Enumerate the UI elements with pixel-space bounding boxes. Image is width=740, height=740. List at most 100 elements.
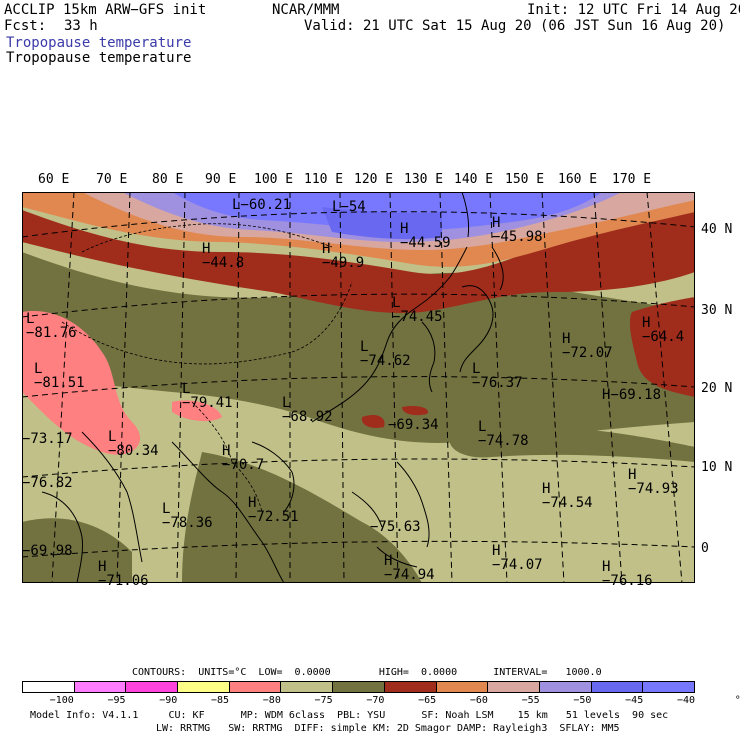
low-value: −74.45 xyxy=(392,309,443,325)
low-label: L −68.92 xyxy=(282,396,333,424)
high-label: H−76.82 xyxy=(22,476,73,490)
lon-label: 60 E xyxy=(38,172,70,187)
high-marker: H xyxy=(492,215,501,231)
colorbar-swatch xyxy=(590,682,643,692)
high-marker: H xyxy=(222,443,231,459)
low-label: L −74.62 xyxy=(360,340,411,368)
low-value: −74.62 xyxy=(360,353,411,369)
field-title-colored: Tropopause temperature xyxy=(6,35,192,51)
colorbar-swatch xyxy=(332,682,384,692)
lon-label: 130 E xyxy=(404,172,444,187)
high-value: −49.9 xyxy=(322,255,365,271)
colorbar-tick-label: −40 xyxy=(676,695,695,706)
low-value: −74.78 xyxy=(478,433,529,449)
high-marker: H xyxy=(542,481,551,497)
high-label: H −71.06 xyxy=(98,560,149,588)
map-field-svg xyxy=(22,192,695,583)
low-label: −69.34L xyxy=(388,418,439,432)
high-marker: H xyxy=(492,543,501,559)
low-value: −81.51 xyxy=(34,375,85,391)
org-label: NCAR/MMM xyxy=(272,2,340,18)
lon-label: 170 E xyxy=(612,172,652,187)
high-label: H −74.93 xyxy=(628,468,679,496)
low-value: −60.21 xyxy=(240,197,292,213)
low-marker: L xyxy=(232,197,241,213)
high-marker: H xyxy=(642,315,651,331)
fcst-value: 33 h xyxy=(64,18,98,34)
low-label: L −74.45 xyxy=(392,296,443,324)
colorbar-tick-label: −100 xyxy=(49,695,74,706)
low-label: L−54 xyxy=(332,200,366,214)
fcst-label: Fcst: xyxy=(4,18,47,34)
high-marker: H xyxy=(202,241,211,257)
high-label: H −70.7 xyxy=(222,444,264,472)
high-marker: H xyxy=(602,387,611,403)
lat-label: 30 N xyxy=(701,303,733,318)
high-marker: H xyxy=(602,559,611,575)
colorbar-swatch xyxy=(73,682,126,692)
low-marker: L xyxy=(360,339,369,355)
high-value: −45.98 xyxy=(492,229,543,245)
low-value: −54 xyxy=(340,199,366,215)
colorbar-tick-label: −45 xyxy=(625,695,644,706)
high-marker: H xyxy=(562,331,571,347)
high-value: −74.93 xyxy=(628,481,679,497)
high-marker: H xyxy=(628,467,637,483)
high-label: H −74.54 xyxy=(542,482,593,510)
lon-label: 140 E xyxy=(454,172,494,187)
high-label: H −45.98 xyxy=(492,216,543,244)
colorbar-tick-label: −60 xyxy=(469,695,488,706)
low-marker: L xyxy=(392,295,401,311)
high-label: H −74.07 xyxy=(492,544,543,572)
lon-label: 80 E xyxy=(152,172,184,187)
high-value: −72.51 xyxy=(248,509,299,525)
lon-label: 120 E xyxy=(354,172,394,187)
low-label: L −74.78 xyxy=(478,420,529,448)
colorbar-ticks: −100 −95 −90 −85 −80 −75 −70 −65 −60 −55 −50 −45 −40… xyxy=(0,695,740,707)
high-value: −69.18 xyxy=(610,387,662,403)
low-label: L −81.76 xyxy=(26,312,77,340)
low-marker: L xyxy=(34,361,43,377)
high-marker: H xyxy=(248,495,257,511)
high-marker: H xyxy=(384,553,393,569)
lon-label: 150 E xyxy=(505,172,545,187)
low-label: L −81.51 xyxy=(34,362,85,390)
low-marker: L xyxy=(478,419,487,435)
high-label: H −72.07 xyxy=(562,332,613,360)
lon-label: 70 E xyxy=(96,172,128,187)
colorbar-swatch xyxy=(383,682,436,692)
colorbar-swatch xyxy=(642,682,694,692)
low-value: −78.36 xyxy=(162,515,213,531)
high-marker: H xyxy=(322,241,331,257)
colorbar xyxy=(22,681,695,693)
colorbar-tick-label: −70 xyxy=(366,695,385,706)
lon-label: 160 E xyxy=(558,172,598,187)
colorbar-tick-label: −50 xyxy=(573,695,592,706)
high-label: H −44.59 xyxy=(400,222,451,250)
high-marker: H xyxy=(98,559,107,575)
colorbar-swatch xyxy=(487,682,539,692)
low-label: L −80.34 xyxy=(108,430,159,458)
colorbar-swatch xyxy=(538,682,591,692)
colorbar-tick-label: °C xyxy=(734,695,740,706)
model-info-line1: Model Info: V4.1.1 CU: KF MP: WDM 6class… xyxy=(30,710,669,721)
high-value: −75.63 xyxy=(370,519,421,535)
high-value: −74.54 xyxy=(542,495,593,511)
high-value: −44.8 xyxy=(202,255,245,271)
high-label: H−69.98 xyxy=(22,544,73,558)
colorbar-tick-label: −85 xyxy=(211,695,230,706)
high-label: H −74.94 xyxy=(384,554,435,582)
low-marker: L xyxy=(472,361,481,377)
colorbar-swatch xyxy=(125,682,178,692)
low-label: L −79.41 xyxy=(182,382,233,410)
colorbar-tick-label: −55 xyxy=(521,695,540,706)
valid-time: Valid: 21 UTC Sat 15 Aug 20 (06 JST Sun … xyxy=(304,18,726,34)
high-value: −44.59 xyxy=(400,235,451,251)
colorbar-swatch xyxy=(435,682,488,692)
lat-label: 40 N xyxy=(701,222,733,237)
low-label: L−60.21 xyxy=(232,198,291,212)
colorbar-swatch xyxy=(228,682,281,692)
map-panel: L−60.21 L−54 H −44.8 H −49.9 H −44.59 H −45.… xyxy=(22,192,695,588)
high-label: H−75.63 xyxy=(370,520,421,534)
